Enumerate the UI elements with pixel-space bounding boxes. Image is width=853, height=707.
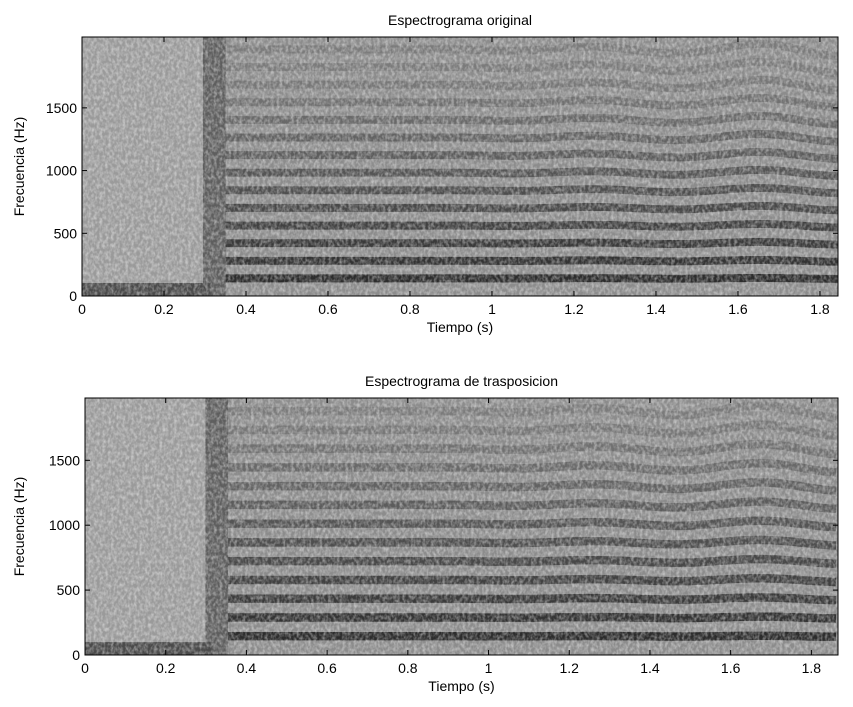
y-tick-label: 500 [57,582,81,598]
x-tick-label: 1.4 [646,301,666,317]
y-tick-label: 1500 [46,100,77,116]
spectrogram-image [82,37,838,296]
x-tick-label: 1.2 [560,660,580,676]
plot-frame [84,397,839,656]
chart-title: Espectrograma de trasposicion [365,373,558,389]
plot-frame [81,36,839,297]
x-tick-label: 1 [488,301,496,317]
y-tick-label: 1000 [49,517,80,533]
x-tick-label: 1.8 [802,660,822,676]
plot: 0 0.2 0.4 0.6 0.8 1 1.2 1.4 1.6 1.8 0 500 1000 1500 Es… [11,373,839,694]
y-axis-label: Frecuencia (Hz) [11,117,27,217]
x-tick-label: 1 [485,660,493,676]
x-axis-label: Tiempo (s) [428,678,494,694]
y-tick-label: 0 [69,288,77,304]
y-tick-label: 500 [54,225,78,241]
x-tick-label: 1.6 [728,301,748,317]
plot: 0 0.2 0.4 0.6 0.8 1 1.2 1.4 1.6 1.8 0 500 1000 1500 Es… [11,12,839,335]
y-tick-label: 1000 [46,163,77,179]
chart-title: Espectrograma original [388,12,532,28]
x-tick-label: 1.2 [564,301,584,317]
x-tick-label: 0 [81,660,89,676]
x-tick-label: 0.8 [398,660,418,676]
y-axis-label: Frecuencia (Hz) [11,477,27,577]
x-tick-label: 0.4 [237,660,257,676]
x-tick-label: 0.6 [317,660,337,676]
x-tick-label: 0.4 [236,301,256,317]
x-tick-label: 1.4 [640,660,660,676]
x-tick-label: 1.8 [810,301,830,317]
x-tick-label: 0 [78,301,86,317]
x-tick-label: 0.6 [318,301,338,317]
y-tick-label: 0 [72,647,80,663]
x-tick-label: 0.2 [156,660,176,676]
x-tick-label: 1.6 [721,660,741,676]
x-tick-label: 0.2 [154,301,174,317]
x-tick-label: 0.8 [400,301,420,317]
y-tick-label: 1500 [49,452,80,468]
spectrogram-image [85,398,838,655]
x-axis-label: Tiempo (s) [427,319,493,335]
